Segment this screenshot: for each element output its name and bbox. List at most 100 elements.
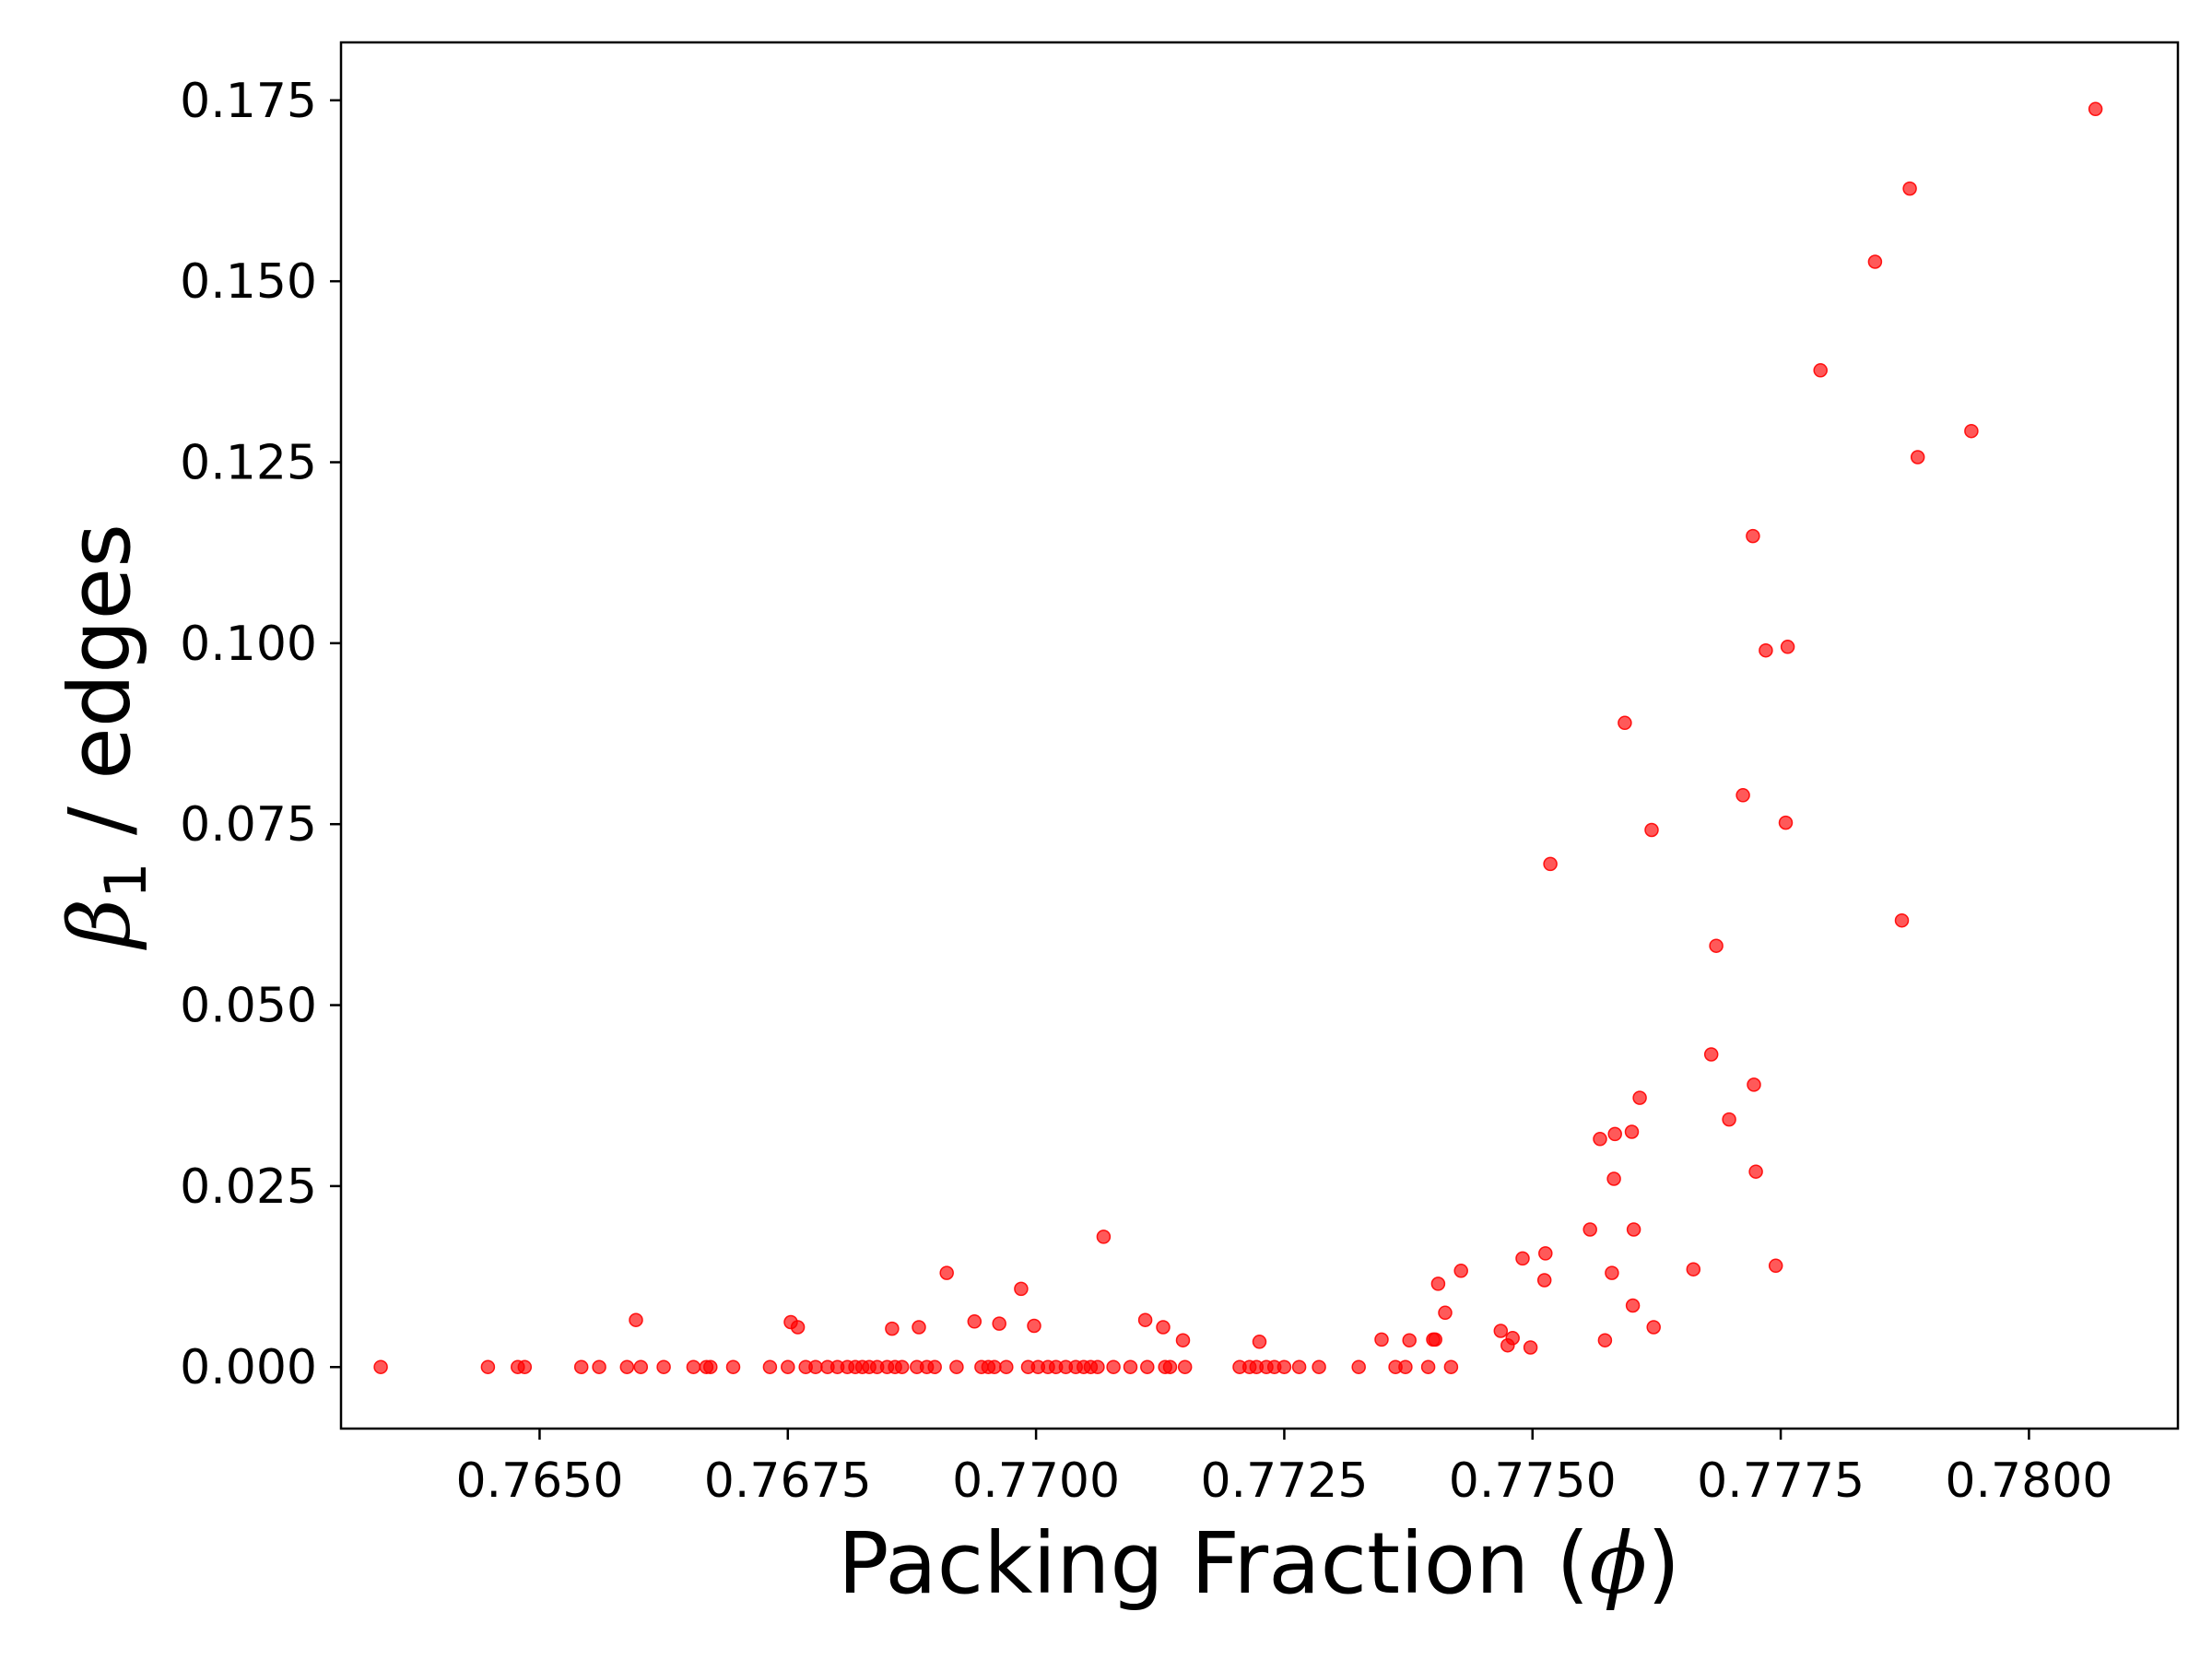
data-point [2088, 101, 2103, 117]
data-point [1438, 1305, 1453, 1321]
data-point [1618, 715, 1632, 731]
data-point [1027, 1318, 1041, 1334]
data-point [1625, 1298, 1641, 1313]
data-point [1632, 1090, 1647, 1105]
data-point [1735, 788, 1750, 803]
data-point [1430, 1277, 1446, 1291]
y-tick-label: 0.050 [180, 979, 317, 1034]
data-point [762, 1359, 778, 1374]
data-point [480, 1359, 496, 1374]
data-point [1277, 1359, 1292, 1374]
data-point [656, 1359, 671, 1374]
data-point [1428, 1332, 1442, 1347]
data-point [912, 1320, 926, 1335]
data-point [1312, 1359, 1326, 1374]
data-point [885, 1321, 900, 1336]
plot-frame [339, 41, 2180, 1430]
y-axis-label-suffix: / edges [51, 524, 149, 862]
data-point [1162, 1359, 1178, 1374]
data-point [1374, 1332, 1389, 1347]
data-point [1709, 938, 1724, 953]
y-tick-label: 0.175 [180, 74, 317, 129]
data-point [573, 1359, 589, 1374]
data-point [1515, 1251, 1530, 1266]
data-point [1894, 912, 1910, 928]
data-point [1597, 1333, 1613, 1347]
y-axis-label-subscript: 1 [92, 862, 159, 898]
data-point [1493, 1324, 1509, 1338]
y-tick-label: 0.150 [180, 254, 317, 310]
data-points [373, 101, 2103, 1374]
data-point [1607, 1126, 1622, 1142]
data-point [1538, 1246, 1553, 1261]
data-point [1748, 1164, 1763, 1179]
data-point [686, 1359, 701, 1374]
data-point [1964, 423, 1979, 439]
x-tick-label: 0.7800 [1945, 1453, 2112, 1509]
data-point [1543, 856, 1558, 872]
data-point [999, 1359, 1014, 1374]
data-point [1768, 1258, 1783, 1274]
data-point [1646, 1320, 1661, 1335]
data-point [1780, 640, 1795, 654]
data-point [967, 1314, 982, 1329]
x-axis-label-symbol: ϕ [1589, 1514, 1647, 1613]
x-tick-label: 0.7725 [1200, 1453, 1368, 1509]
data-point [1398, 1359, 1413, 1374]
data-point [1722, 1112, 1736, 1127]
data-point [619, 1359, 635, 1374]
data-point [1291, 1359, 1307, 1374]
data-point [1902, 181, 1917, 196]
data-point [1252, 1335, 1267, 1349]
data-point [1443, 1359, 1459, 1374]
data-point [1090, 1359, 1105, 1374]
x-axis-label-suffix: ) [1647, 1514, 1680, 1613]
y-tick-label: 0.125 [180, 436, 317, 491]
y-axis-label-symbol: β [51, 899, 149, 950]
y-axis-label: β1 / edges [51, 524, 159, 950]
data-point [1626, 1222, 1641, 1237]
data-point [894, 1359, 910, 1374]
data-point [1644, 822, 1659, 838]
data-point [1606, 1171, 1621, 1186]
y-axis-ticks: 0.000 0.025 0.050 0.075 0.100 0.125 0.150 0.175 [180, 74, 341, 1395]
data-point [1096, 1230, 1112, 1244]
data-point [1813, 363, 1828, 378]
data-point [1583, 1222, 1597, 1237]
data-point [781, 1359, 795, 1374]
data-point [1624, 1124, 1640, 1139]
data-point [725, 1359, 741, 1374]
data-point [808, 1359, 823, 1374]
data-point [373, 1359, 388, 1374]
data-point [1746, 528, 1760, 544]
data-point [1686, 1262, 1701, 1277]
x-axis-ticks: 0.7650 0.7675 0.7700 0.7725 0.7750 0.7775 0.78… [455, 1429, 2112, 1509]
data-point [987, 1359, 1002, 1374]
data-point [1536, 1273, 1552, 1288]
data-point [1014, 1281, 1029, 1297]
data-point [1605, 1265, 1619, 1280]
data-point [1759, 642, 1773, 658]
x-tick-label: 0.7700 [952, 1453, 1120, 1509]
data-point [790, 1320, 806, 1335]
plot-area-background [341, 42, 2178, 1429]
x-axis-label-prefix: Packing Fraction ( [838, 1514, 1589, 1613]
data-point [1778, 815, 1794, 830]
x-tick-label: 0.7775 [1697, 1453, 1865, 1509]
x-axis-label: Packing Fraction (ϕ) [838, 1514, 1680, 1613]
data-point [1703, 1047, 1719, 1062]
data-point [629, 1312, 643, 1327]
x-tick-label: 0.7675 [704, 1453, 872, 1509]
data-point [1420, 1359, 1436, 1374]
data-point [1137, 1312, 1153, 1327]
data-point [1123, 1359, 1138, 1374]
y-tick-label: 0.100 [180, 617, 317, 672]
data-point [1156, 1320, 1171, 1335]
data-point [1402, 1333, 1417, 1347]
data-point [927, 1359, 942, 1374]
data-point [703, 1359, 718, 1374]
data-point [992, 1316, 1006, 1331]
data-point [1140, 1359, 1155, 1374]
data-point [1175, 1333, 1191, 1347]
